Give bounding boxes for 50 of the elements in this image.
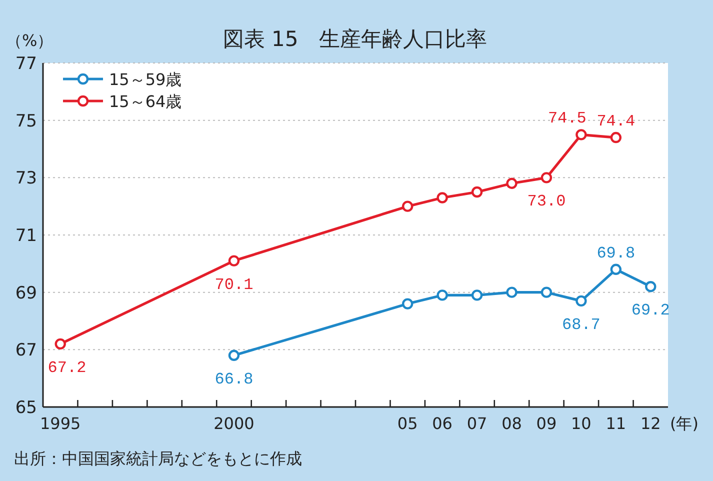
data-label: 74.4 [596,112,636,131]
y-tick-label: 77 [15,54,37,74]
data-label: 69.2 [631,302,670,320]
x-axis-title: (年) [670,414,698,433]
data-label: 69.8 [596,244,636,262]
x-tick-label: 11 [606,414,626,433]
point [506,286,518,298]
y-tick-label: 67 [15,340,37,361]
data-label: 66.8 [214,370,254,388]
point [228,350,240,361]
point [471,290,483,301]
point [576,295,587,307]
x-tick-label: 06 [432,414,452,433]
y-tick-label: 69 [15,283,37,304]
point [228,255,240,266]
x-tick-label: 09 [536,414,557,433]
data-label: 70.1 [214,276,254,294]
y-tick-label: 65 [15,398,37,418]
point [576,129,587,140]
point [506,178,518,189]
point [540,172,552,184]
point [610,132,622,144]
text: 出所：中国国家統計局などをもとに作成 [14,449,302,468]
x-tick-label: 08 [502,414,522,433]
data-label: 74.5 [548,110,586,128]
x-tick-label: 1995 [40,414,81,433]
y-axis-title: （%） [6,31,54,50]
x-tick-label: 05 [397,414,418,433]
y-tick-label: 73 [15,168,37,189]
x-tick-label: 2000 [214,414,254,433]
point [645,281,656,292]
point [436,192,448,204]
legend-label: 15～64歳 [109,92,182,111]
point [540,286,552,298]
point [436,290,448,301]
data-label: 68.7 [562,316,600,334]
point [471,186,483,198]
x-tick-label: 10 [571,414,592,433]
data-label: 67.2 [48,358,86,377]
point [54,338,66,350]
legend-label: 15～59歳 [109,70,182,89]
data-label: 73.0 [527,192,566,211]
chart-title: 図表 15 生産年齢人口比率 [222,27,488,51]
y-tick-label: 71 [15,226,37,246]
y-tick-label: 75 [15,111,37,132]
point [402,200,414,212]
point [610,264,622,275]
x-tick-label: 07 [466,414,488,433]
point [402,298,414,310]
x-tick-label: 12 [640,414,661,433]
